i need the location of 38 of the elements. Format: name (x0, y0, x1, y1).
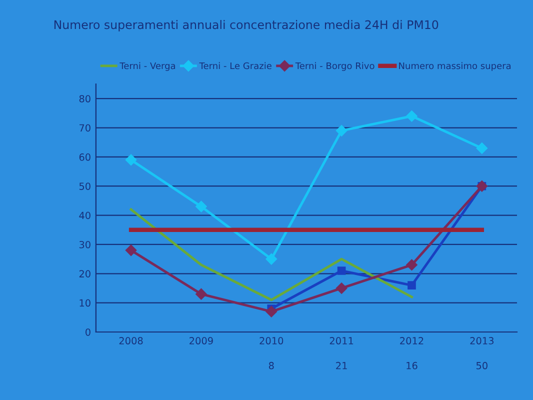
legend-label: Terni - Le Grazie (199, 62, 272, 70)
chart-title: Numero superamenti annuali concentrazione media 24H di PM10 (54, 20, 438, 32)
point (336, 282, 348, 294)
y-tick-label: 70 (80, 124, 90, 132)
y-tick-label: 30 (79, 240, 90, 248)
y-tick-label: 0 (86, 328, 90, 336)
point (406, 259, 418, 270)
legend-label: Numero massimo supera (399, 62, 511, 71)
point (196, 288, 207, 300)
y-tick-label: 50 (79, 182, 90, 190)
data-label: 21 (336, 362, 347, 370)
legend-label: Terni - Borgo Rivo (295, 62, 374, 71)
legend-label: Terni - Verga (120, 62, 175, 71)
point (337, 266, 346, 275)
x-tick-label: 2012 (400, 337, 424, 344)
point (408, 281, 416, 290)
point (125, 244, 137, 256)
data-label: 8 (268, 362, 274, 370)
data-label: 50 (476, 362, 488, 370)
x-tick-label: 2010 (260, 337, 284, 344)
y-tick-label: 10 (80, 299, 90, 307)
line-series (130, 208, 413, 302)
y-tick-label: 40 (79, 212, 90, 220)
x-tick-label: 2009 (190, 337, 213, 344)
point (266, 253, 277, 265)
data-label: 16 (406, 362, 418, 370)
point (336, 125, 348, 136)
point (196, 200, 207, 212)
y-tick-label: 80 (79, 95, 90, 102)
point (406, 110, 418, 122)
point (125, 154, 137, 166)
y-tick-label: 20 (79, 270, 90, 278)
x-tick-label: 2013 (470, 337, 494, 344)
point (476, 142, 488, 154)
x-tick-label: 2011 (330, 337, 354, 344)
y-tick-label: 60 (79, 153, 90, 161)
point (266, 306, 277, 318)
x-tick-label: 2008 (119, 337, 143, 344)
